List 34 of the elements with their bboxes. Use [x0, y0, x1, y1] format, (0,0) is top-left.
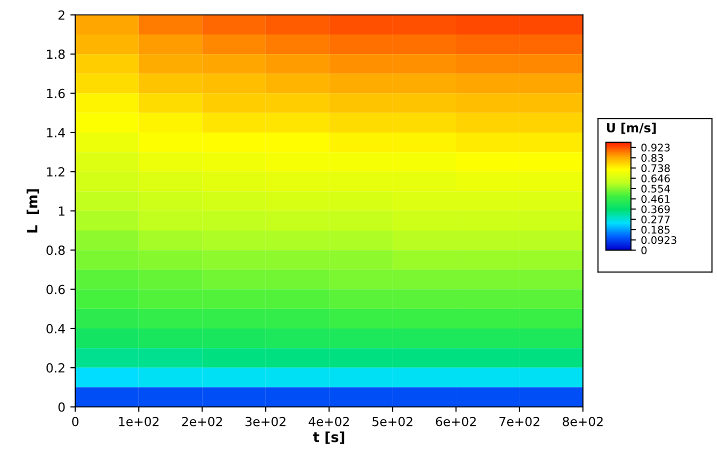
x-tick-label: 8e+02: [562, 416, 603, 426]
x-axis-title: t [s]: [313, 431, 344, 444]
color-bar-label: 0.554: [641, 184, 670, 193]
y-tick-label: 1: [58, 206, 64, 216]
x-tick-label: 4e+02: [308, 416, 349, 426]
x-tick-label: 6e+02: [436, 416, 476, 426]
color-bar-label: 0.369: [641, 205, 670, 214]
x-tick-label: 3e+02: [246, 416, 286, 426]
y-tick-label: 1.4: [47, 128, 65, 138]
x-tick-label: 2e+02: [182, 416, 222, 426]
x-tick-label: 5e+02: [372, 416, 412, 426]
y-tick-label: 0: [58, 402, 65, 412]
color-bar-label: 0.461: [641, 195, 670, 203]
y-tick-label: 0.2: [46, 363, 64, 373]
color-bar-label: 0.923: [641, 144, 670, 152]
y-tick-label: 2: [58, 10, 64, 20]
color-bar-title: U [m/s]: [607, 122, 656, 134]
color-bar-label: 0.185: [641, 226, 670, 234]
color-bar-label: 0.738: [641, 164, 670, 172]
x-tick-label: 7e+02: [499, 416, 540, 426]
x-tick-label: 0: [72, 416, 78, 426]
y-axis-title: L [m]: [26, 189, 40, 232]
color-bar-label: 0.83: [641, 154, 664, 162]
y-tick-label: 0.4: [46, 324, 65, 334]
y-tick-label: 0.6: [46, 284, 65, 294]
color-bar-label: 0.646: [641, 174, 670, 182]
y-tick-label: 0.8: [46, 246, 65, 256]
y-tick-label: 1.2: [47, 167, 64, 176]
color-bar-label: 0.0923: [641, 236, 676, 244]
y-tick-label: 1.6: [47, 88, 65, 98]
color-bar-label: 0: [641, 246, 647, 254]
x-tick-label: 1e+02: [119, 416, 158, 426]
y-tick-label: 1.8: [47, 50, 65, 60]
color-bar-label: 0.277: [641, 216, 670, 224]
